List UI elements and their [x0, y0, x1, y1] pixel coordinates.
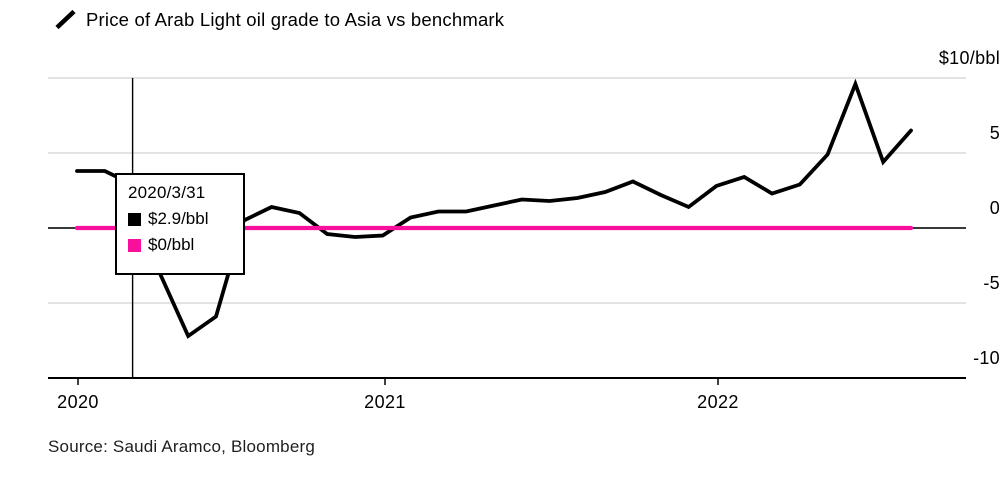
y-axis-label-0: 0 — [989, 198, 1000, 218]
main-series-swatch — [128, 212, 141, 226]
source-caption: Source: Saudi Aramco, Bloomberg — [48, 437, 316, 456]
tooltip: 2020/3/31 $2.9/bbl $0/bbl — [115, 173, 245, 275]
y-axis-label-5: 5 — [989, 123, 1000, 143]
chart-title: Price of Arab Light oil grade to Asia vs… — [86, 8, 505, 30]
benchmark-series-swatch — [128, 238, 141, 252]
x-axis-label-2020: 2020 — [57, 392, 99, 412]
x-axis-label-2022: 2022 — [697, 392, 739, 412]
tooltip-row-benchmark: $0/bbl — [128, 235, 243, 255]
main-series-line[interactable] — [75, 78, 913, 339]
y-axis-label-neg5: -5 — [983, 273, 1000, 293]
tooltip-date: 2020/3/31 — [128, 183, 206, 202]
line-chart-icon — [55, 9, 76, 30]
tooltip-row-main: $2.9/bbl — [128, 209, 243, 229]
y-axis-label-10: $10/bbl — [938, 48, 1000, 68]
tooltip-main-value: $2.9/bbl — [148, 209, 209, 228]
tooltip-benchmark-value: $0/bbl — [148, 235, 195, 254]
chart-header: Price of Arab Light oil grade to Asia vs… — [53, 8, 504, 31]
x-axis-label-2021: 2021 — [364, 392, 406, 412]
y-axis-label-neg10: -10 — [973, 348, 1000, 368]
